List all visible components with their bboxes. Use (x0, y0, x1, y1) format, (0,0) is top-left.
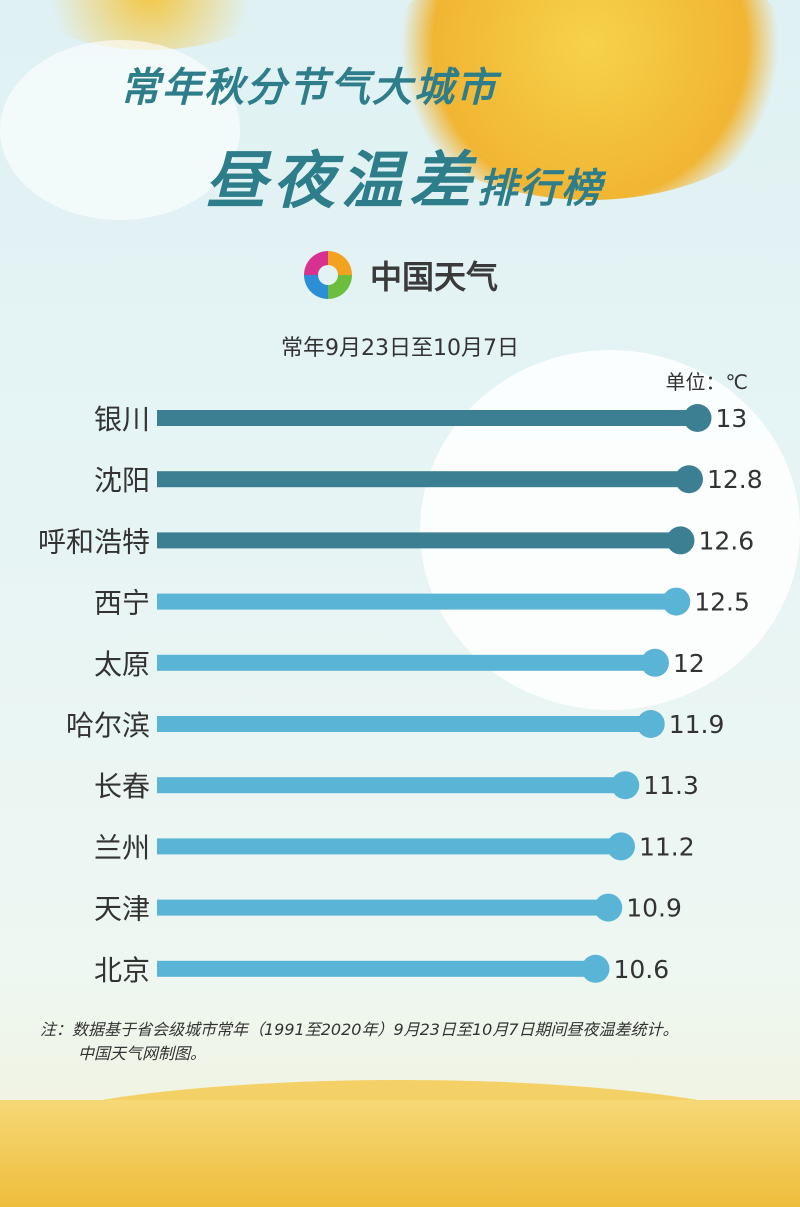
bar-end-dot (683, 404, 712, 432)
bar (157, 777, 626, 794)
foliage-decoration (380, 0, 800, 200)
cloud-decoration (0, 40, 240, 220)
footnote: 注：数据基于省会级城市常年（1991至2020年）9月23日至10月7日期间昼夜… (40, 1018, 780, 1066)
bar-end-dot (662, 587, 691, 616)
bar-end-dot (675, 465, 703, 494)
bar (157, 471, 689, 488)
category-label: 西宁 (94, 587, 150, 620)
bar-end-dot (581, 954, 610, 983)
bar (157, 532, 681, 549)
value-label: 12.5 (694, 588, 750, 617)
category-label: 哈尔滨 (66, 709, 150, 742)
bar (157, 410, 698, 426)
category-label: 银川 (94, 403, 150, 436)
field-decoration (0, 1100, 800, 1207)
category-label: 长春 (94, 770, 150, 803)
unit-label: 单位：℃ (665, 370, 748, 394)
bar (157, 960, 596, 977)
title-main: 昼夜温差 (205, 144, 478, 217)
bar (157, 654, 655, 671)
logo-text: 中国天气 (370, 258, 499, 296)
value-label: 10.6 (614, 955, 670, 984)
category-label: 太原 (94, 648, 150, 681)
bar-end-dot (607, 832, 635, 861)
bar (157, 838, 621, 855)
bar-end-dot (641, 648, 669, 677)
bar-end-dot (594, 893, 623, 922)
value-label: 10.9 (626, 894, 682, 923)
subtitle: 常年9月23日至10月7日 (281, 336, 519, 361)
value-label: 12 (673, 649, 705, 678)
value-label: 12.6 (699, 526, 755, 555)
bar-chart: 银川 13 沈阳 12.8 呼和浩特 12.6 西宁 12.5 太原 12 哈尔滨 11.9 长春 11.… (38, 403, 763, 987)
bar-end-dot (636, 710, 665, 738)
bar (157, 593, 677, 610)
title-line1: 常年秋分节气大城市 (120, 65, 498, 111)
bar (157, 899, 609, 916)
logo: 中国天气 (298, 245, 498, 305)
bar-end-dot (666, 526, 695, 555)
title-suffix: 排行榜 (477, 166, 604, 212)
category-label: 呼和浩特 (38, 525, 150, 558)
value-label: 11.2 (639, 832, 695, 861)
category-label: 兰州 (94, 831, 150, 864)
footnote-line1: 注：数据基于省会级城市常年（1991至2020年）9月23日至10月7日期间昼夜… (40, 1020, 679, 1039)
category-label: 天津 (94, 893, 150, 926)
bar-end-dot (611, 771, 640, 800)
category-label: 北京 (94, 954, 150, 987)
bar (157, 716, 651, 732)
value-label: 13 (716, 404, 748, 433)
title-line2: 昼夜温差排行榜 (205, 130, 603, 220)
value-label: 11.3 (643, 771, 699, 800)
footnote-line2: 中国天气网制图。 (78, 1044, 207, 1063)
value-label: 11.9 (669, 710, 725, 739)
china-weather-logo-icon (304, 251, 352, 299)
value-label: 12.8 (707, 465, 763, 494)
category-label: 沈阳 (94, 464, 150, 497)
